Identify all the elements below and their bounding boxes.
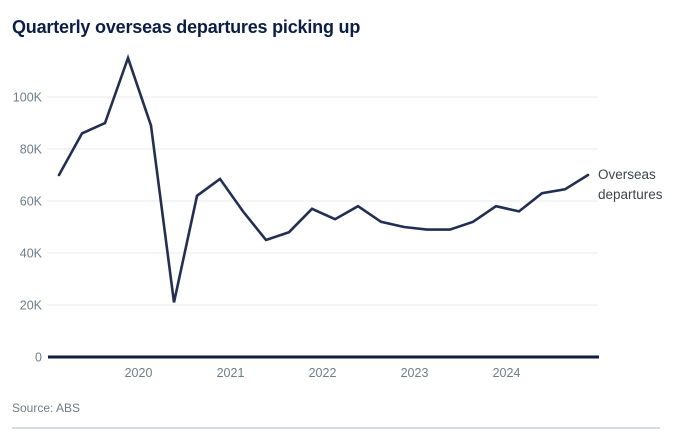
series-label-line: departures xyxy=(598,187,663,202)
chart-title: Quarterly overseas departures picking up xyxy=(12,17,361,37)
x-tick-label: 2022 xyxy=(309,366,337,380)
x-tick-label: 2020 xyxy=(125,366,153,380)
source-note: Source: ABS xyxy=(12,401,81,415)
x-tick-label: 2023 xyxy=(401,366,429,380)
y-tick-label: 40K xyxy=(20,247,43,261)
x-tick-label: 2024 xyxy=(493,366,521,380)
y-tick-label: 60K xyxy=(20,195,43,209)
y-tick-label: 20K xyxy=(20,299,43,313)
y-tick-label: 100K xyxy=(13,91,43,105)
x-tick-label: 2021 xyxy=(217,366,245,380)
series-label-line: Overseas xyxy=(598,167,656,182)
bottom-divider xyxy=(12,427,660,429)
y-tick-label: 0 xyxy=(35,351,42,365)
y-tick-label: 80K xyxy=(20,143,43,157)
series-polyline xyxy=(57,54,590,303)
